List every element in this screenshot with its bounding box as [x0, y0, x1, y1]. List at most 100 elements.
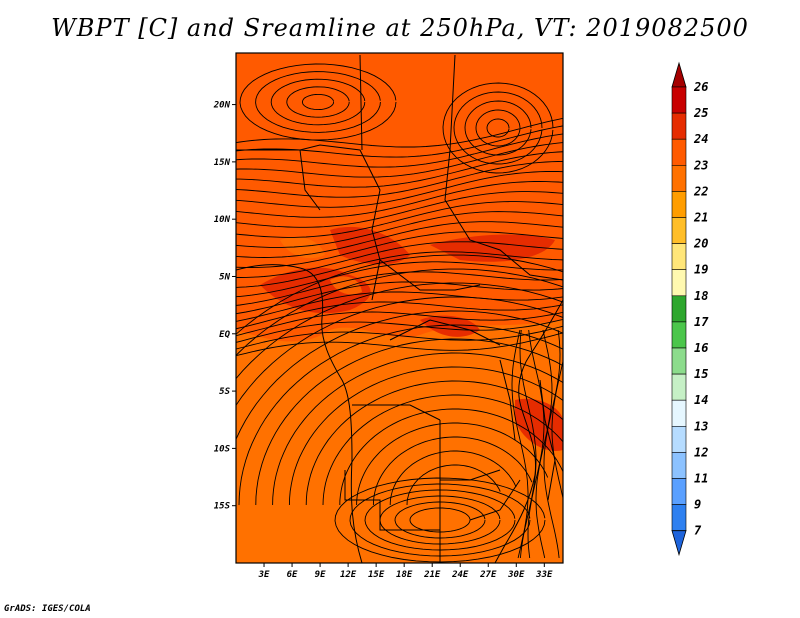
flow-arrow — [533, 258, 541, 259]
flow-arrow — [317, 323, 325, 325]
flow-arrow — [424, 297, 438, 299]
flow-arrow — [484, 369, 493, 371]
flow-arrow — [380, 363, 390, 367]
flow-arrow — [476, 121, 478, 124]
flow-arrow — [497, 192, 505, 193]
flow-arrow — [461, 168, 469, 171]
flow-arrow — [512, 395, 514, 403]
streamline — [453, 91, 543, 165]
flow-arrow — [414, 482, 416, 485]
lat-axis: 20N 15N 10N 5N EQ 5S 10S 15S — [213, 101, 236, 512]
flow-arrow — [533, 145, 541, 147]
flow-arrow — [334, 64, 344, 67]
flow-arrow — [317, 266, 325, 268]
flow-arrow — [497, 265, 505, 267]
flow-arrow — [197, 439, 201, 450]
flow-arrow — [541, 395, 543, 403]
flow-arrow — [497, 254, 505, 256]
flow-arrow — [244, 85, 249, 90]
flow-arrow — [342, 92, 346, 95]
flow-arrow — [507, 540, 515, 544]
colorbar-segment — [671, 425, 687, 453]
flow-arrow — [425, 184, 433, 187]
flow-arrow — [245, 317, 253, 320]
flow-arrow — [499, 300, 512, 303]
flow-arrow — [533, 162, 541, 164]
chart-title: WBPT [C] and Sreamline at 250hPa, VT: 20… — [51, 14, 749, 42]
flow-arrow — [556, 539, 558, 547]
flow-arrow — [539, 370, 548, 374]
flow-arrow — [465, 117, 468, 122]
flow-arrow — [301, 352, 311, 360]
colorbar-segment — [671, 112, 687, 140]
flow-arrow — [245, 344, 253, 347]
flow-arrow — [497, 146, 505, 148]
flow-arrow — [371, 458, 374, 463]
flow-arrow — [496, 314, 509, 317]
colorbar: 26 25 24 23 22 21 20 19 18 17 16 15 14 13 12 11 9 7 — [671, 61, 709, 557]
flow-arrow — [512, 359, 514, 367]
flow-arrow — [245, 338, 253, 340]
flow-arrow — [373, 350, 383, 354]
flow-arrow — [619, 367, 627, 374]
flow-arrow — [389, 264, 397, 266]
streamline — [238, 324, 563, 506]
flow-arrow — [295, 80, 301, 83]
streamline — [372, 436, 533, 506]
flow-arrow — [477, 469, 480, 471]
lon-axis: 3E 6E 9E 12E 15E 18E 21E 24E 27E 30E 33E — [258, 563, 553, 580]
flow-arrow — [395, 486, 406, 489]
flow-arrow — [420, 269, 436, 271]
colorbar-level-label: 15 — [694, 367, 708, 381]
lon-label: 12E — [340, 570, 357, 580]
flow-arrow — [245, 189, 253, 191]
flow-arrow — [294, 464, 297, 471]
flow-arrow — [268, 319, 280, 328]
streamline — [236, 231, 563, 268]
flow-arrow — [303, 98, 305, 100]
flow-arrow — [245, 212, 253, 214]
colorbar-segment — [671, 504, 687, 532]
lon-label: 3E — [258, 570, 270, 580]
flow-arrow — [281, 308, 289, 311]
lon-label: 33E — [535, 570, 553, 580]
flow-arrow — [461, 155, 469, 158]
flow-arrow — [479, 103, 484, 106]
colorbar-segment — [671, 165, 687, 192]
flow-arrow — [502, 101, 507, 102]
streamline — [379, 495, 501, 545]
flow-arrow — [245, 303, 253, 305]
lon-label: 30E — [507, 570, 525, 580]
flow-arrow — [245, 234, 253, 236]
streamline — [288, 366, 563, 506]
streamline — [236, 301, 563, 330]
flow-arrow — [493, 327, 505, 330]
flow-arrow — [329, 106, 331, 108]
flow-arrow — [439, 395, 446, 396]
flow-arrow — [353, 285, 361, 287]
flow-arrow — [425, 508, 429, 510]
flow-arrow — [423, 473, 426, 475]
flow-arrow — [353, 229, 361, 232]
flow-arrow — [281, 193, 289, 194]
flow-arrow — [317, 251, 325, 253]
flow-arrow — [497, 132, 505, 135]
flow-arrow — [385, 466, 388, 470]
flow-arrow — [279, 66, 289, 69]
flow-arrow — [369, 506, 373, 511]
lon-label: 21E — [423, 570, 441, 580]
flow-arrow — [366, 337, 377, 341]
flow-arrow — [417, 503, 423, 505]
flow-arrow — [593, 283, 606, 289]
lat-label: 10S — [214, 444, 231, 454]
flow-arrow — [346, 297, 359, 303]
streamline — [236, 142, 563, 178]
flow-arrow — [406, 539, 413, 542]
colorbar-level-label: 9 — [694, 498, 701, 512]
flow-arrow — [642, 347, 651, 355]
flow-arrow — [340, 501, 346, 507]
flow-arrow — [475, 410, 482, 412]
flow-arrow — [389, 207, 397, 209]
flow-arrow — [497, 337, 505, 339]
streamline — [236, 254, 563, 335]
